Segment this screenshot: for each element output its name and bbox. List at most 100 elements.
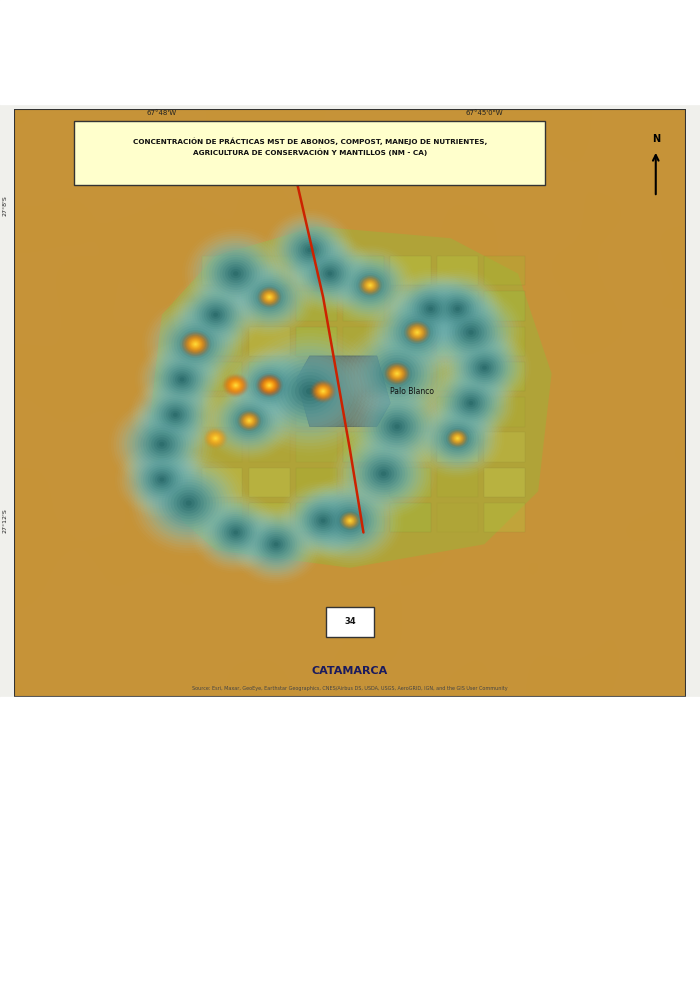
Text: SALTA: SALTA — [37, 793, 52, 798]
Circle shape — [368, 401, 426, 452]
Circle shape — [129, 451, 195, 508]
Circle shape — [309, 255, 351, 292]
Text: CATAMARCA: CATAMARCA — [312, 666, 388, 675]
Circle shape — [311, 257, 349, 290]
Bar — [296, 503, 337, 532]
Text: CATAMARCA: CATAMARCA — [49, 847, 78, 852]
Circle shape — [450, 432, 465, 445]
Circle shape — [248, 367, 290, 404]
Circle shape — [140, 425, 183, 463]
Circle shape — [263, 292, 276, 303]
Circle shape — [365, 282, 375, 289]
Bar — [249, 326, 290, 356]
Circle shape — [305, 246, 314, 254]
Circle shape — [234, 384, 238, 387]
Circle shape — [378, 410, 416, 443]
Circle shape — [286, 229, 333, 271]
Circle shape — [306, 388, 314, 395]
Circle shape — [428, 295, 514, 370]
Circle shape — [447, 312, 495, 354]
Circle shape — [458, 345, 510, 391]
Circle shape — [240, 412, 258, 429]
Circle shape — [188, 337, 203, 351]
Circle shape — [234, 266, 304, 328]
Circle shape — [442, 307, 500, 358]
Circle shape — [453, 434, 463, 442]
Bar — [391, 503, 430, 532]
Circle shape — [223, 398, 275, 443]
Text: 0.4: 0.4 — [562, 783, 572, 788]
Circle shape — [415, 330, 419, 334]
Circle shape — [171, 488, 207, 519]
Circle shape — [262, 380, 276, 392]
Circle shape — [436, 291, 479, 327]
Circle shape — [167, 485, 210, 521]
Bar — [438, 468, 477, 497]
Circle shape — [456, 437, 459, 439]
Circle shape — [441, 424, 474, 453]
Circle shape — [214, 255, 258, 293]
Circle shape — [364, 280, 377, 291]
Circle shape — [267, 383, 272, 388]
Circle shape — [441, 295, 474, 323]
Circle shape — [198, 499, 274, 566]
Circle shape — [342, 326, 452, 421]
Circle shape — [318, 387, 328, 396]
Circle shape — [281, 484, 365, 558]
FancyBboxPatch shape — [252, 857, 462, 986]
Circle shape — [482, 366, 486, 370]
Circle shape — [322, 391, 324, 392]
Circle shape — [288, 231, 331, 269]
Circle shape — [291, 375, 328, 407]
Circle shape — [267, 536, 286, 553]
Circle shape — [340, 512, 360, 529]
Circle shape — [412, 327, 423, 337]
Circle shape — [233, 271, 239, 276]
Circle shape — [136, 457, 188, 502]
Circle shape — [165, 365, 199, 394]
Circle shape — [344, 263, 396, 308]
Circle shape — [191, 340, 200, 348]
Circle shape — [363, 279, 377, 292]
Circle shape — [274, 542, 279, 546]
Circle shape — [342, 513, 358, 528]
Circle shape — [408, 324, 426, 340]
Circle shape — [263, 380, 275, 391]
Circle shape — [269, 297, 270, 298]
Text: PALO BLANCO - PROV. DE CATAMARCA - REP. ARGENTINA: PALO BLANCO - PROV. DE CATAMARCA - REP. … — [141, 68, 517, 81]
Circle shape — [359, 452, 408, 494]
Circle shape — [337, 256, 403, 315]
Circle shape — [281, 225, 338, 275]
Circle shape — [453, 305, 462, 313]
Circle shape — [426, 305, 435, 313]
Circle shape — [451, 432, 464, 444]
Bar — [391, 362, 430, 392]
Circle shape — [239, 511, 314, 578]
Bar — [202, 503, 242, 532]
Circle shape — [177, 376, 187, 384]
Circle shape — [223, 262, 249, 286]
Circle shape — [443, 426, 472, 451]
Circle shape — [150, 305, 241, 384]
Circle shape — [445, 381, 497, 425]
Circle shape — [351, 334, 442, 413]
Circle shape — [241, 413, 258, 427]
Circle shape — [295, 379, 325, 405]
Bar — [438, 256, 477, 286]
Circle shape — [468, 401, 473, 405]
Circle shape — [199, 301, 232, 329]
Circle shape — [156, 357, 208, 403]
Circle shape — [270, 215, 350, 285]
Circle shape — [342, 513, 358, 528]
Circle shape — [158, 312, 233, 377]
Bar — [438, 362, 477, 392]
Circle shape — [391, 369, 403, 379]
Circle shape — [149, 469, 228, 537]
Circle shape — [449, 314, 493, 351]
Circle shape — [347, 518, 353, 523]
Circle shape — [362, 396, 432, 457]
Circle shape — [377, 297, 458, 368]
Circle shape — [138, 423, 186, 466]
Bar — [484, 432, 525, 462]
Circle shape — [307, 506, 340, 535]
